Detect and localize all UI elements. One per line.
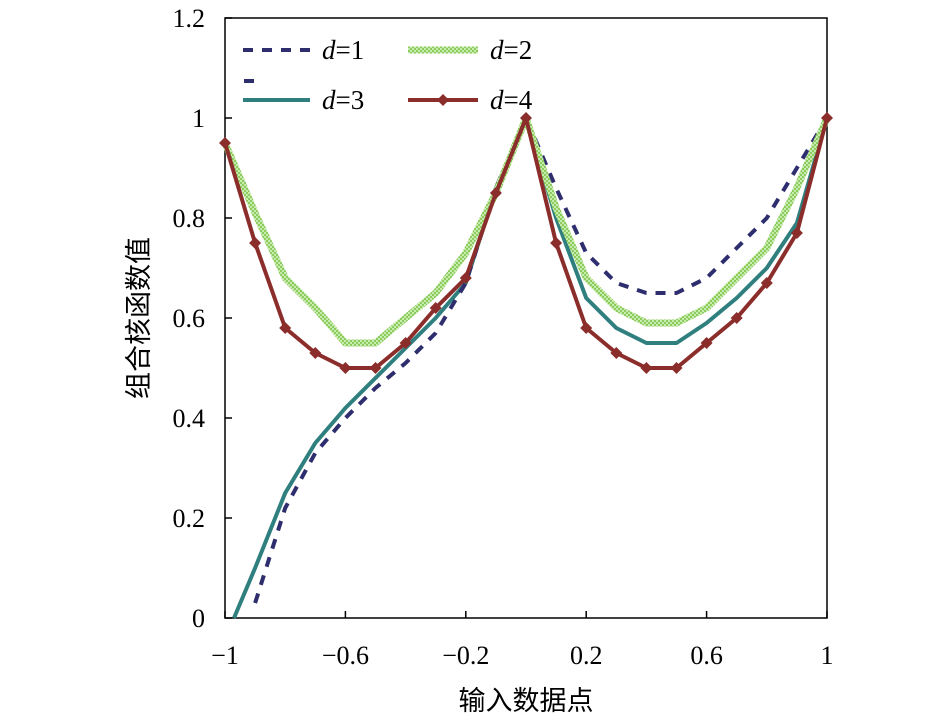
data-point-marker	[399, 337, 412, 349]
data-point-marker	[369, 362, 382, 374]
y-tick-label: 0.8	[173, 204, 206, 233]
series-line-d3	[232, 116, 829, 619]
y-tick-label: 0.4	[173, 404, 206, 433]
data-point-marker	[640, 362, 653, 374]
data-point-marker	[429, 302, 442, 314]
data-point-marker	[309, 347, 322, 359]
data-point-marker	[580, 322, 593, 334]
series-layer	[219, 112, 833, 619]
legend-label: d=3	[322, 85, 364, 115]
x-tick-label: −0.2	[442, 641, 489, 670]
y-axis-ticks: 0 0.2 0.4 0.6 0.8 1 1.2	[173, 4, 232, 633]
data-point-marker	[459, 272, 472, 284]
x-tick-label: 0.6	[690, 641, 723, 670]
legend-label: d=1	[322, 35, 364, 65]
data-point-marker	[279, 322, 292, 334]
y-tick-label: 0.6	[173, 304, 206, 333]
data-point-marker	[821, 112, 833, 124]
data-point-marker	[760, 277, 773, 289]
series-line-d1	[253, 116, 829, 604]
legend: d=1 d=2 d=3 d=4	[243, 35, 533, 115]
legend-marker	[437, 94, 449, 106]
x-tick-label: 1	[821, 641, 834, 670]
y-tick-label: 1.2	[173, 4, 206, 33]
series-line-d4	[223, 116, 829, 370]
data-point-marker	[670, 362, 683, 374]
y-tick-label: 0.2	[173, 504, 206, 533]
x-axis-ticks: −1 −0.6 −0.2 0.2 0.6 1	[211, 611, 834, 670]
data-point-marker	[610, 347, 623, 359]
y-tick-label: 1	[192, 104, 205, 133]
y-tick-label: 0	[192, 604, 205, 633]
series-line-d2	[221, 114, 831, 347]
legend-label: d=4	[490, 85, 533, 115]
data-point-marker	[730, 312, 743, 324]
y-axis-title: 组合核函数值	[124, 237, 155, 399]
x-axis-title: 输入数据点	[459, 686, 594, 717]
x-tick-label: −0.6	[322, 641, 369, 670]
x-tick-label: −1	[211, 641, 239, 670]
data-point-marker	[520, 112, 532, 124]
data-point-marker	[700, 337, 713, 349]
x-tick-label: 0.2	[570, 641, 603, 670]
data-point-marker	[489, 187, 502, 199]
data-point-marker	[790, 227, 803, 239]
legend-label: d=2	[490, 35, 532, 65]
data-point-marker	[339, 362, 352, 374]
data-point-marker	[550, 237, 563, 249]
data-point-marker	[249, 237, 262, 249]
data-point-marker	[219, 137, 231, 149]
